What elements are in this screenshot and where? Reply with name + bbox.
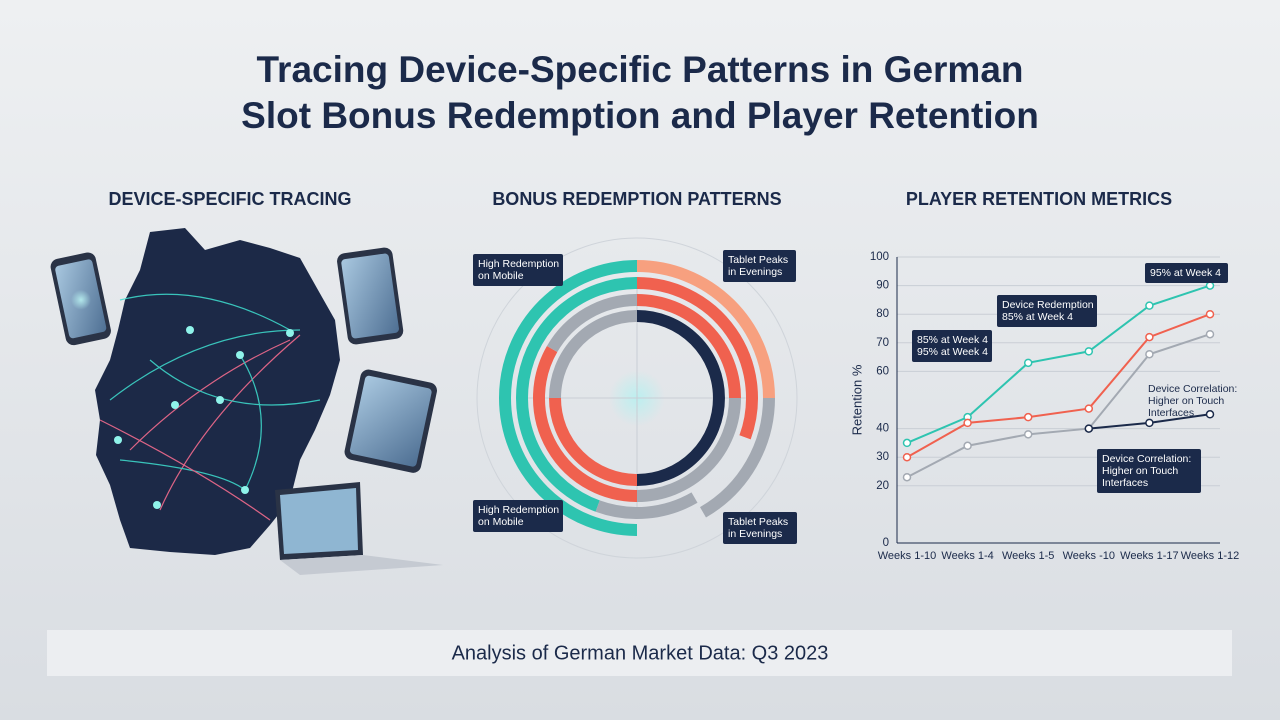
- annotation-box: [997, 295, 1097, 327]
- ring-outline: [476, 237, 798, 559]
- y-tick-label: 0: [883, 537, 889, 549]
- ring-label: High Redemption: [478, 504, 559, 516]
- ring-label-box: [723, 512, 797, 544]
- footer-bar: [47, 630, 1232, 676]
- annotation: 85% at Week 4: [917, 334, 988, 346]
- annotation: Higher on Touch: [1148, 395, 1224, 407]
- data-point: [1145, 301, 1154, 310]
- germany-map: [95, 228, 340, 555]
- y-tick-label: 90: [876, 280, 889, 292]
- ring-arc: [636, 277, 758, 440]
- ring-label: Tablet Peaks: [728, 254, 788, 266]
- section-heading: BONUS REDEMPTION PATTERNS: [492, 189, 781, 209]
- ring-label: in Evenings: [728, 266, 782, 278]
- annotation-box: [1097, 449, 1201, 493]
- ring-arc: [636, 260, 775, 399]
- data-point: [1023, 430, 1033, 439]
- network-lines: [99, 293, 321, 521]
- annotation: 95% at Week 4: [917, 346, 988, 358]
- annotation: 95% at Week 4: [1150, 267, 1221, 279]
- annotation: Device Correlation:: [1102, 453, 1191, 465]
- ring-arc: [636, 397, 741, 502]
- data-point: [1023, 358, 1033, 368]
- annotation-box: [912, 330, 992, 362]
- data-point: [1145, 418, 1154, 428]
- x-tick-label: Weeks 1-4: [941, 550, 993, 562]
- y-tick-label: 70: [876, 337, 889, 349]
- y-tick-label: 60: [876, 365, 889, 377]
- ring-label: on Mobile: [478, 270, 524, 282]
- data-point: [1023, 412, 1033, 422]
- data-point: [1205, 281, 1215, 290]
- ring-arc: [549, 397, 638, 486]
- x-tick-label: Weeks 1-5: [1002, 550, 1054, 562]
- series-line: [906, 284, 1211, 444]
- phone: [337, 247, 404, 345]
- ring-arc: [699, 397, 775, 518]
- network-nodes: [114, 326, 294, 509]
- ring-label-box: [723, 250, 796, 282]
- section-heading: DEVICE-SPECIFIC TRACING: [108, 189, 351, 209]
- x-tick-label: Weeks 1-12: [1181, 550, 1240, 562]
- map-illustration: [50, 228, 443, 575]
- data-point: [1145, 349, 1154, 359]
- ring-label: in Evenings: [728, 528, 782, 540]
- line-chart: Retention % 0 20 30 40 60 70 80 90 100 Weeks 1-10…: [849, 251, 1239, 562]
- ring-arc: [499, 260, 638, 536]
- annotation-box: [1145, 263, 1228, 283]
- x-tick-label: Weeks 1-17: [1120, 550, 1179, 562]
- data-point: [1084, 424, 1094, 433]
- x-tick-label: Weeks -10: [1063, 550, 1115, 562]
- annotation: Device Correlation:: [1148, 383, 1237, 395]
- ring-arc: [636, 294, 741, 399]
- data-point: [1145, 332, 1154, 342]
- data-point: [1084, 404, 1094, 413]
- series-line: [906, 333, 1211, 479]
- annotation: 85% at Week 4: [1002, 311, 1073, 323]
- ring-arc: [636, 310, 725, 486]
- ring-label: Tablet Peaks: [728, 516, 788, 528]
- title: Tracing Device-Specific Patterns in Germ…: [241, 49, 1039, 136]
- y-tick-label: 100: [870, 251, 889, 263]
- ring-arc: [549, 310, 638, 399]
- annotation: Interfaces: [1148, 407, 1194, 419]
- annotation: Device Redemption: [1002, 299, 1094, 311]
- ring-arc: [546, 294, 638, 353]
- data-point: [902, 438, 912, 448]
- ring-label-box: [473, 500, 563, 532]
- data-point: [1205, 329, 1215, 339]
- ring-arc: [595, 492, 698, 519]
- phone: [50, 252, 111, 346]
- y-tick-label: 30: [876, 451, 889, 463]
- data-point: [1084, 347, 1094, 356]
- tablet: [344, 369, 437, 473]
- y-tick-label: 80: [876, 308, 889, 320]
- section-headings: DEVICE-SPECIFIC TRACING BONUS REDEMPTION…: [108, 189, 1172, 209]
- ring-arc: [533, 346, 638, 502]
- annotation: Interfaces: [1102, 477, 1148, 489]
- series-line: [906, 313, 1211, 459]
- y-axis-label: Retention %: [849, 364, 864, 435]
- x-tick-label: Weeks 1-10: [878, 550, 937, 562]
- y-tick-label: 40: [876, 423, 889, 435]
- section-heading: PLAYER RETENTION METRICS: [906, 189, 1172, 209]
- laptop: [275, 482, 443, 575]
- title-line: Slot Bonus Redemption and Player Retenti…: [241, 95, 1039, 136]
- ring-label-box: [473, 254, 563, 286]
- data-point: [902, 452, 912, 462]
- ring-label: High Redemption: [478, 258, 559, 270]
- ring-label: on Mobile: [478, 516, 524, 528]
- data-point: [963, 441, 972, 451]
- data-point: [1205, 309, 1215, 319]
- title-line: Tracing Device-Specific Patterns in Germ…: [256, 49, 1023, 90]
- footer: Analysis of German Market Data: Q3 2023: [452, 642, 829, 664]
- data-point: [963, 418, 972, 428]
- ring-arc: [516, 277, 638, 512]
- data-point: [1205, 410, 1215, 419]
- annotation: Higher on Touch: [1102, 465, 1178, 477]
- y-tick-label: 20: [876, 480, 889, 492]
- data-point: [902, 472, 912, 482]
